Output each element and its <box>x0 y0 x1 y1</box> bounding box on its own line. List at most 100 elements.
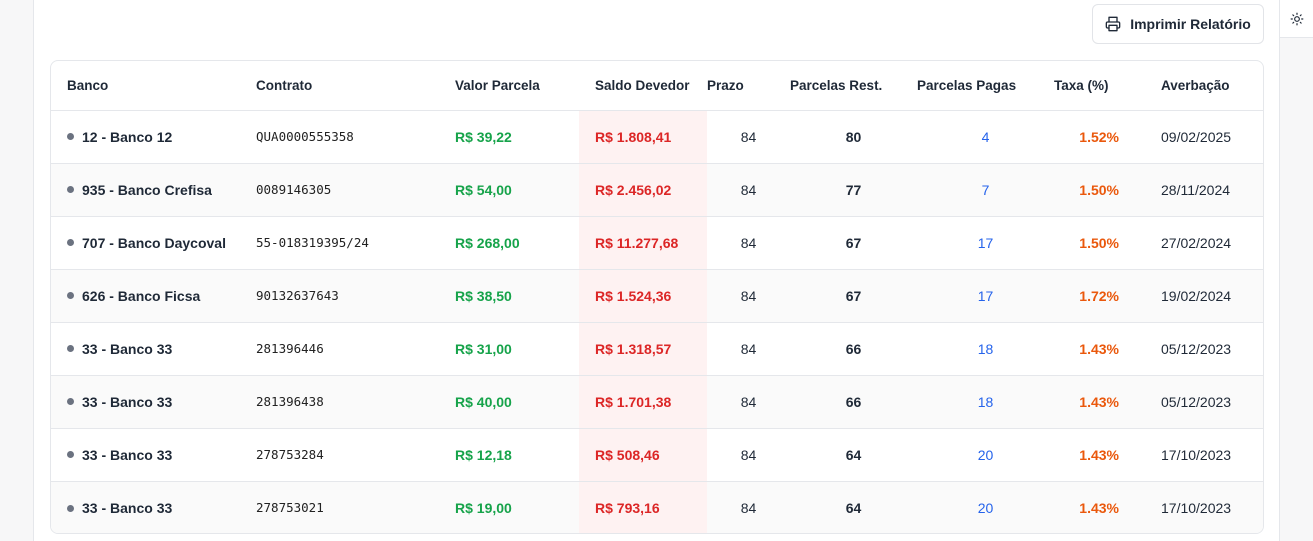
print-report-button[interactable]: Imprimir Relatório <box>1092 4 1264 44</box>
cell-averbacao: 09/02/2025 <box>1141 110 1263 164</box>
column-header-averbacao[interactable]: Averbação <box>1141 61 1263 111</box>
cell-saldo-devedor: R$ 2.456,02 <box>579 163 707 217</box>
bullet-icon <box>67 345 74 353</box>
table-header-row: Banco Contrato Valor Parcela Saldo Deved… <box>51 61 1263 111</box>
bullet-icon <box>67 398 74 406</box>
cell-contrato: 90132637643 <box>256 269 455 323</box>
cell-taxa: 1.43% <box>1054 428 1141 482</box>
cell-averbacao: 17/10/2023 <box>1141 428 1263 482</box>
column-header-valor-parcela[interactable]: Valor Parcela <box>455 61 579 111</box>
cell-banco: 626 - Banco Ficsa <box>51 269 256 323</box>
cell-valor-parcela: R$ 31,00 <box>455 322 579 376</box>
cell-valor-parcela: R$ 12,18 <box>455 428 579 482</box>
bullet-icon <box>67 133 74 141</box>
bullet-icon <box>67 186 74 194</box>
cell-averbacao: 27/02/2024 <box>1141 216 1263 270</box>
cell-parcelas-pagas: 4 <box>917 110 1054 164</box>
cell-prazo: 84 <box>707 163 790 217</box>
cell-saldo-devedor: R$ 1.318,57 <box>579 322 707 376</box>
cell-valor-parcela: R$ 268,00 <box>455 216 579 270</box>
cell-averbacao: 05/12/2023 <box>1141 375 1263 429</box>
cell-taxa: 1.72% <box>1054 269 1141 323</box>
column-header-parcelas-pagas[interactable]: Parcelas Pagas <box>917 61 1054 111</box>
cell-valor-parcela: R$ 40,00 <box>455 375 579 429</box>
cell-taxa: 1.52% <box>1054 110 1141 164</box>
cell-parcelas-rest: 66 <box>790 375 917 429</box>
cell-contrato: 278753021 <box>256 481 455 533</box>
cell-parcelas-rest: 67 <box>790 216 917 270</box>
bullet-icon <box>67 504 74 512</box>
bank-name: 707 - Banco Daycoval <box>82 234 226 251</box>
column-header-saldo-devedor[interactable]: Saldo Devedor <box>579 61 707 111</box>
cell-banco: 707 - Banco Daycoval <box>51 216 256 270</box>
column-header-contrato[interactable]: Contrato <box>256 61 455 111</box>
cell-prazo: 84 <box>707 110 790 164</box>
bank-name: 935 - Banco Crefisa <box>82 181 212 198</box>
printer-icon <box>1105 16 1121 32</box>
table-row[interactable]: 33 - Banco 33 281396438 R$ 40,00 R$ 1.70… <box>51 375 1263 429</box>
cell-banco: 33 - Banco 33 <box>51 481 256 533</box>
cell-parcelas-rest: 64 <box>790 428 917 482</box>
cell-parcelas-pagas: 18 <box>917 322 1054 376</box>
table-row[interactable]: 33 - Banco 33 281396446 R$ 31,00 R$ 1.31… <box>51 322 1263 376</box>
cell-prazo: 84 <box>707 481 790 533</box>
cell-banco: 33 - Banco 33 <box>51 322 256 376</box>
cell-taxa: 1.50% <box>1054 163 1141 217</box>
column-header-prazo[interactable]: Prazo <box>707 61 790 111</box>
cell-averbacao: 05/12/2023 <box>1141 322 1263 376</box>
bank-name: 33 - Banco 33 <box>82 393 173 410</box>
cell-banco: 12 - Banco 12 <box>51 110 256 164</box>
bank-name: 33 - Banco 33 <box>82 446 173 463</box>
cell-prazo: 84 <box>707 269 790 323</box>
table-row[interactable]: 935 - Banco Crefisa 0089146305 R$ 54,00 … <box>51 163 1263 217</box>
table-row[interactable]: 12 - Banco 12 QUA0000555358 R$ 39,22 R$ … <box>51 110 1263 164</box>
cell-prazo: 84 <box>707 322 790 376</box>
cell-parcelas-rest: 77 <box>790 163 917 217</box>
table-row[interactable]: 707 - Banco Daycoval 55-018319395/24 R$ … <box>51 216 1263 270</box>
cell-taxa: 1.43% <box>1054 322 1141 376</box>
cell-averbacao: 19/02/2024 <box>1141 269 1263 323</box>
cell-parcelas-pagas: 18 <box>917 375 1054 429</box>
cell-parcelas-rest: 80 <box>790 110 917 164</box>
cell-contrato: 55-018319395/24 <box>256 216 455 270</box>
bullet-icon <box>67 239 74 247</box>
cell-banco: 33 - Banco 33 <box>51 428 256 482</box>
bank-name: 33 - Banco 33 <box>82 499 173 516</box>
cell-saldo-devedor: R$ 793,16 <box>579 481 707 533</box>
cell-parcelas-pagas: 17 <box>917 269 1054 323</box>
cell-saldo-devedor: R$ 11.277,68 <box>579 216 707 270</box>
bank-name: 626 - Banco Ficsa <box>82 287 201 304</box>
cell-contrato: 281396446 <box>256 322 455 376</box>
bullet-icon <box>67 451 74 459</box>
bullet-icon <box>67 292 74 300</box>
theme-toggle[interactable] <box>1280 0 1313 38</box>
cell-prazo: 84 <box>707 216 790 270</box>
cell-valor-parcela: R$ 54,00 <box>455 163 579 217</box>
cell-saldo-devedor: R$ 1.524,36 <box>579 269 707 323</box>
cell-saldo-devedor: R$ 1.701,38 <box>579 375 707 429</box>
table-row[interactable]: 33 - Banco 33 278753284 R$ 12,18 R$ 508,… <box>51 428 1263 482</box>
cell-taxa: 1.43% <box>1054 375 1141 429</box>
bank-name: 12 - Banco 12 <box>82 128 173 145</box>
cell-averbacao: 17/10/2023 <box>1141 481 1263 533</box>
table-row[interactable]: 626 - Banco Ficsa 90132637643 R$ 38,50 R… <box>51 269 1263 323</box>
cell-banco: 33 - Banco 33 <box>51 375 256 429</box>
column-header-taxa[interactable]: Taxa (%) <box>1054 61 1141 111</box>
cell-parcelas-pagas: 17 <box>917 216 1054 270</box>
cell-valor-parcela: R$ 39,22 <box>455 110 579 164</box>
table-row[interactable]: 33 - Banco 33 278753021 R$ 19,00 R$ 793,… <box>51 481 1263 533</box>
cell-prazo: 84 <box>707 375 790 429</box>
column-header-banco[interactable]: Banco <box>51 61 256 111</box>
cell-parcelas-pagas: 20 <box>917 428 1054 482</box>
cell-taxa: 1.50% <box>1054 216 1141 270</box>
cell-averbacao: 28/11/2024 <box>1141 163 1263 217</box>
cell-parcelas-rest: 64 <box>790 481 917 533</box>
cell-saldo-devedor: R$ 508,46 <box>579 428 707 482</box>
column-header-parcelas-rest[interactable]: Parcelas Rest. <box>790 61 917 111</box>
cell-banco: 935 - Banco Crefisa <box>51 163 256 217</box>
loans-table-card: Banco Contrato Valor Parcela Saldo Deved… <box>50 60 1264 534</box>
bank-name: 33 - Banco 33 <box>82 340 173 357</box>
cell-parcelas-rest: 67 <box>790 269 917 323</box>
cell-parcelas-rest: 66 <box>790 322 917 376</box>
